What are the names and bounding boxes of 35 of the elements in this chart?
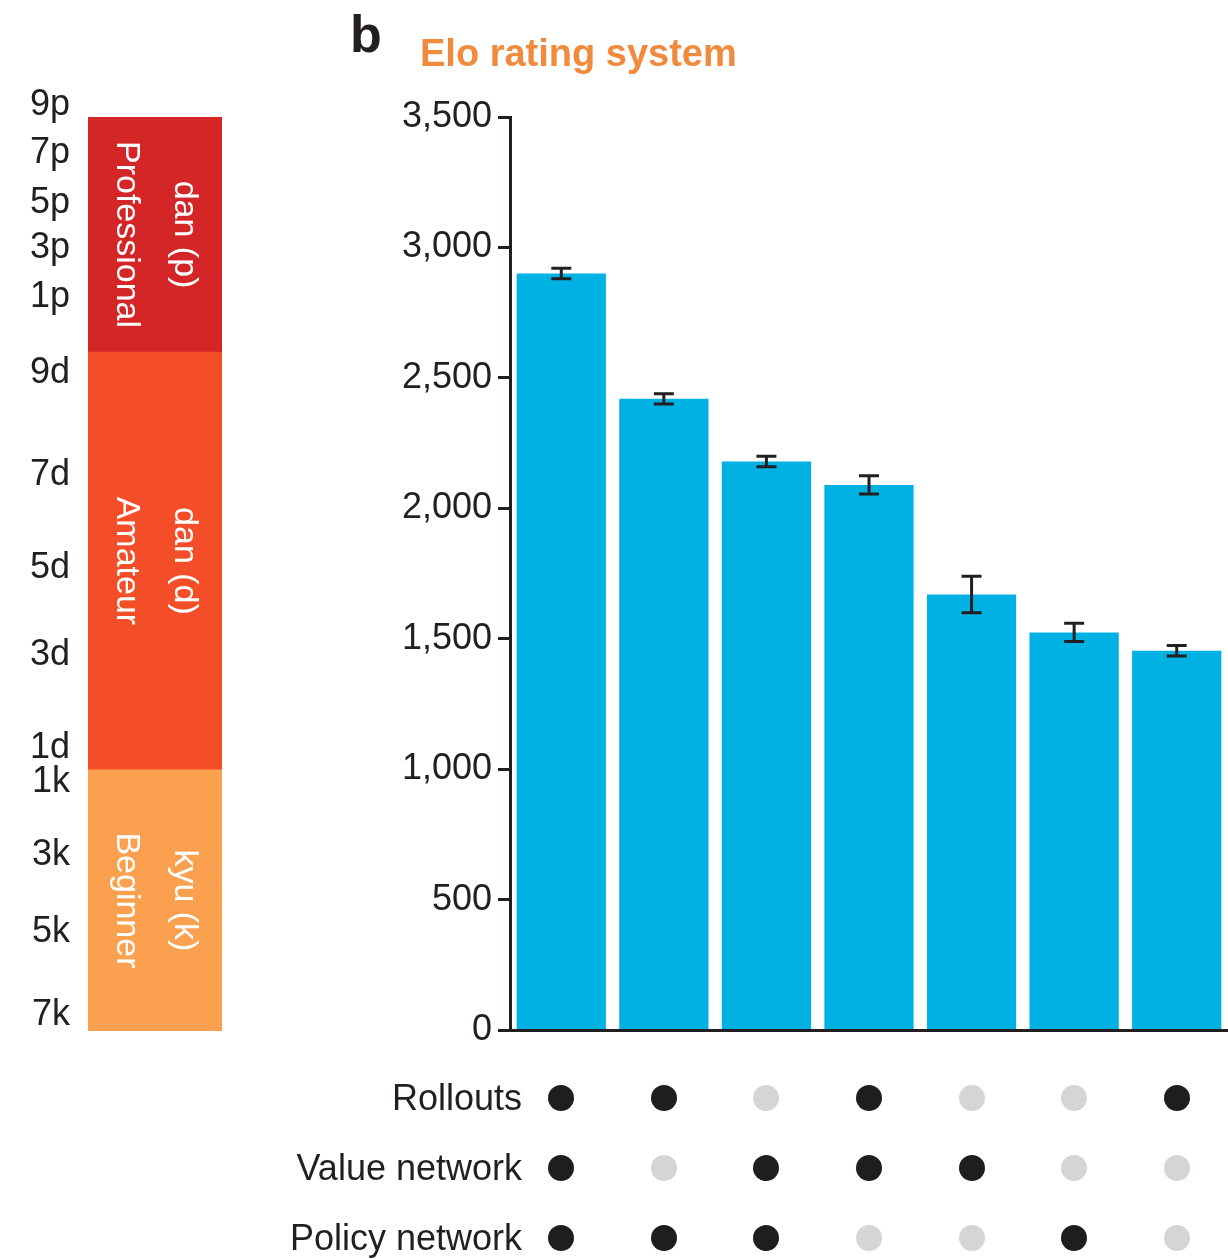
bar: [1029, 632, 1119, 1029]
y-tick-label: 1,500: [401, 615, 492, 657]
text: 3p: [29, 224, 70, 266]
bar: [824, 484, 914, 1029]
series-label: Professional dan (p): [109, 140, 206, 329]
bar: [619, 398, 709, 1029]
chart-title: Elo rating system: [420, 32, 737, 74]
y-tick-label: 500: [431, 876, 492, 918]
text: Policy network: [289, 1216, 522, 1259]
bar: [1132, 650, 1222, 1029]
text: Rollouts: [391, 1076, 522, 1120]
y-tick-label: 3,000: [401, 224, 492, 266]
text: 9d: [29, 349, 70, 391]
series-label: Beginner kyu (k): [109, 832, 206, 969]
text: 5d: [29, 544, 70, 586]
bar: [926, 594, 1017, 1029]
y-tick-label: 0: [471, 1007, 492, 1049]
text: 9p: [29, 81, 70, 123]
text: 5p: [29, 179, 70, 221]
y-tick-label: 2,000: [401, 485, 492, 527]
text: 1p: [29, 273, 70, 315]
text: 7k: [31, 991, 71, 1033]
text: 7p: [29, 129, 70, 171]
y-tick-label: 1,000: [401, 746, 492, 788]
series-label: Amateur dan (d): [109, 496, 206, 626]
text: 3d: [29, 631, 70, 673]
text: b: [350, 5, 382, 63]
y-tick-label: 2,500: [401, 354, 492, 396]
text: 3k: [31, 831, 71, 873]
bar: [721, 461, 812, 1029]
text: 5k: [31, 908, 71, 950]
bar: [516, 273, 606, 1029]
text: 7d: [29, 451, 70, 493]
y-tick-label: 3,500: [401, 93, 492, 135]
text: Value network: [296, 1146, 522, 1190]
